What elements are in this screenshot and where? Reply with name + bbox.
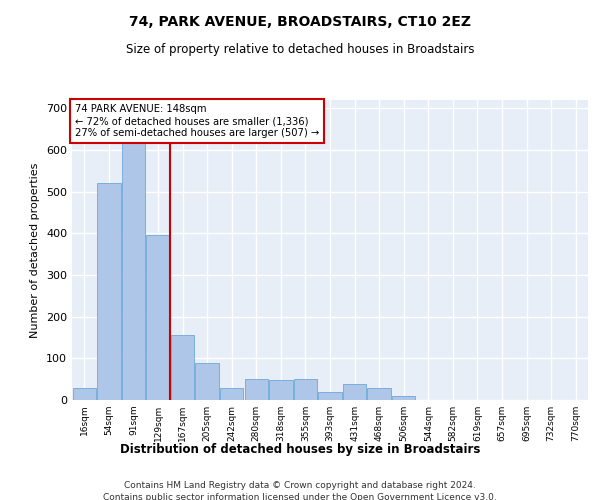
Bar [196,362,219,400]
Bar [367,388,391,400]
Bar [319,392,341,400]
Text: 74 PARK AVENUE: 148sqm
← 72% of detached houses are smaller (1,336)
27% of semi-: 74 PARK AVENUE: 148sqm ← 72% of detached… [74,104,319,138]
Bar [343,384,366,400]
Text: Size of property relative to detached houses in Broadstairs: Size of property relative to detached ho… [126,42,474,56]
Bar [171,336,194,400]
Bar [146,236,170,400]
Text: 74, PARK AVENUE, BROADSTAIRS, CT10 2EZ: 74, PARK AVENUE, BROADSTAIRS, CT10 2EZ [129,15,471,29]
Bar [220,388,244,400]
Text: Contains public sector information licensed under the Open Government Licence v3: Contains public sector information licen… [103,492,497,500]
Bar [245,379,268,400]
Bar [269,380,293,400]
Bar [73,388,96,400]
Y-axis label: Number of detached properties: Number of detached properties [31,162,40,338]
Bar [97,184,121,400]
Bar [294,379,317,400]
Bar [122,142,145,400]
Bar [392,396,415,400]
Text: Distribution of detached houses by size in Broadstairs: Distribution of detached houses by size … [120,442,480,456]
Text: Contains HM Land Registry data © Crown copyright and database right 2024.: Contains HM Land Registry data © Crown c… [124,481,476,490]
